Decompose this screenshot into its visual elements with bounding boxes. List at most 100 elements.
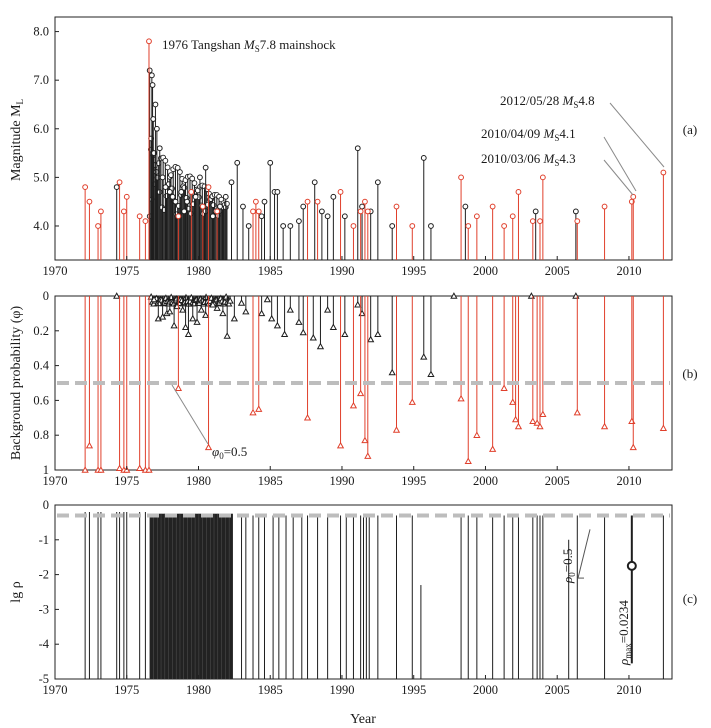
point-red: [458, 174, 464, 181]
point-black: [148, 72, 155, 79]
marker-red: [361, 436, 369, 444]
point-red: [537, 218, 543, 225]
x-tick-label: 1995: [401, 683, 426, 697]
marker-black: [189, 314, 197, 322]
point-red: [142, 218, 149, 225]
marker-black: [113, 292, 121, 299]
marker-black: [230, 314, 239, 322]
panel-c: 1970 1975 1980 1985 1990 1995 2000 2005 2010 0 -1 -…: [9, 498, 697, 727]
marker-red: [81, 466, 89, 473]
marker-black: [286, 306, 294, 313]
y-tick-label: 0.6: [33, 393, 49, 407]
marker-black: [242, 307, 250, 315]
point-red: [146, 38, 152, 45]
point-black: [258, 213, 265, 220]
point-black: [420, 155, 427, 161]
x-tick-label: 2005: [545, 683, 570, 697]
marker-black: [280, 330, 289, 338]
point-red: [501, 223, 508, 229]
y-tick-label: 5.0: [33, 170, 49, 184]
marker-red: [255, 405, 263, 412]
marker-red: [529, 417, 537, 425]
y-tick-label: 8.0: [33, 25, 49, 39]
point-black: [162, 184, 169, 191]
point-red: [465, 223, 472, 229]
marker-red: [303, 413, 312, 421]
x-tick-label: 1990: [329, 474, 354, 488]
point-black: [359, 203, 365, 210]
point-red: [214, 208, 221, 215]
point-red: [364, 208, 371, 215]
point-red: [515, 189, 522, 195]
point-red: [489, 203, 496, 210]
panel-c-xlabel: Year: [350, 712, 376, 727]
marker-red: [349, 401, 358, 409]
point-black: [228, 179, 235, 186]
point-black: [152, 101, 159, 108]
point-dense: [191, 180, 198, 186]
marker-black: [323, 306, 332, 313]
marker-black: [263, 295, 272, 303]
marker-black: [193, 318, 201, 325]
x-tick-label: 2010: [616, 683, 641, 697]
point-red: [409, 223, 416, 229]
point-black: [202, 164, 209, 171]
marker-red: [488, 445, 497, 452]
leader-2010-03: [603, 159, 634, 196]
marker-red: [514, 422, 523, 430]
point-red: [350, 223, 357, 229]
marker-red: [85, 441, 94, 449]
point-dense: [181, 184, 188, 191]
marker-dense: [226, 297, 234, 304]
marker-black: [527, 292, 536, 299]
point-black: [169, 193, 176, 200]
point-black: [240, 203, 246, 210]
marker-red: [659, 424, 668, 431]
panel-c-ylabel: lg ρ: [9, 581, 24, 602]
phi0-label: φ0=0.5: [212, 444, 247, 461]
y-tick-label: 1: [43, 463, 49, 477]
point-red: [362, 198, 368, 205]
rho0-leader: [577, 529, 591, 579]
point-red: [116, 179, 123, 186]
point-red: [357, 208, 364, 215]
marker-red: [356, 389, 365, 397]
marker-black: [237, 299, 246, 306]
y-tick-label: -3: [39, 602, 49, 616]
panel-b-frame: [54, 295, 673, 471]
annotation-2010-04: 2010/04/09 MS4.1: [481, 126, 576, 143]
x-tick-label: 2005: [545, 474, 570, 488]
point-red: [205, 184, 212, 191]
x-tick-label: 1975: [114, 683, 139, 697]
marker-red: [600, 422, 609, 430]
annotation-2010-03: 2010/03/06 MS4.3: [481, 151, 576, 168]
point-red: [509, 213, 516, 220]
marker-red: [539, 410, 547, 418]
marker-red: [457, 394, 465, 402]
x-tick-label: 1970: [43, 683, 68, 697]
marker-red: [573, 408, 581, 416]
marker-black: [166, 307, 174, 315]
point-red: [95, 223, 101, 229]
point-red: [529, 218, 536, 225]
y-tick-label: 4.0: [33, 219, 49, 233]
x-tick-label: 1980: [186, 683, 211, 697]
point-black: [324, 213, 331, 220]
marker-black: [170, 321, 178, 329]
point-black: [217, 203, 223, 210]
panel-b-tag: (b): [682, 366, 697, 381]
marker-black: [179, 306, 187, 313]
point-dense: [210, 202, 217, 208]
marker-black: [219, 309, 227, 317]
panel-a: 1970 1975 1980 1985 1990 1995 2000 2005 2010 4.0 5…: [9, 16, 697, 278]
point-black: [287, 223, 294, 229]
point-red: [539, 174, 546, 181]
y-tick-label: 0: [43, 498, 49, 512]
point-black: [245, 223, 252, 229]
point-red: [337, 189, 344, 195]
x-tick-label: 1995: [401, 264, 426, 278]
panel-a-frame: [54, 16, 673, 261]
point-black: [300, 203, 307, 210]
marker-black: [450, 292, 458, 299]
point-red: [473, 213, 480, 220]
